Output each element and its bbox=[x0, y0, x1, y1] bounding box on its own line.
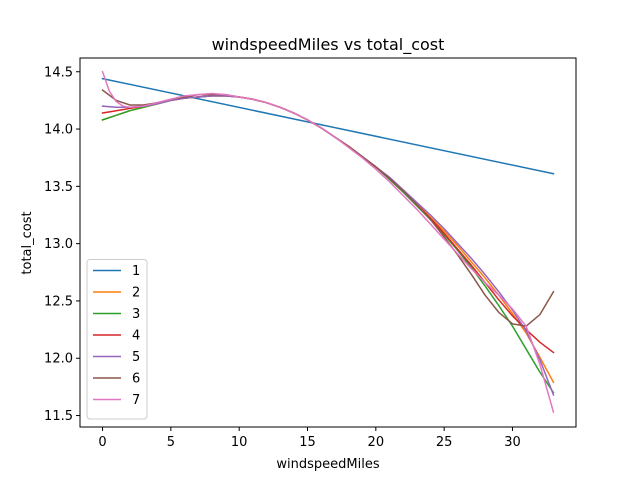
x-tick-label: 25 bbox=[436, 435, 453, 450]
y-tick-label: 13.5 bbox=[44, 180, 73, 195]
x-axis: 0 5 10 15 20 25 30 bbox=[98, 427, 521, 450]
x-axis-label: windspeedMiles bbox=[276, 457, 379, 472]
legend-label-1: 1 bbox=[132, 264, 140, 279]
y-tick-label: 14.0 bbox=[44, 123, 73, 138]
legend-box bbox=[86, 259, 148, 420]
y-tick-label: 14.5 bbox=[44, 65, 73, 80]
y-axis-label: total_cost bbox=[20, 211, 35, 274]
legend-label-5: 5 bbox=[132, 350, 140, 365]
chart-title: windspeedMiles vs total_cost bbox=[212, 35, 445, 55]
legend-label-4: 4 bbox=[132, 329, 140, 344]
x-tick-label: 10 bbox=[231, 435, 248, 450]
legend-label-2: 2 bbox=[132, 286, 140, 301]
legend: 1 2 3 4 5 6 7 bbox=[86, 259, 148, 420]
series-layer bbox=[101, 70, 555, 414]
x-tick-label: 20 bbox=[368, 435, 385, 450]
series-line-7 bbox=[101, 70, 555, 414]
x-tick-label: 0 bbox=[98, 435, 106, 450]
x-tick-label: 15 bbox=[299, 435, 316, 450]
y-tick-label: 13.0 bbox=[44, 237, 73, 252]
x-tick-label: 5 bbox=[167, 435, 175, 450]
legend-label-7: 7 bbox=[132, 393, 140, 408]
y-axis: 11.5 12.0 12.5 13.0 13.5 14.0 14.5 bbox=[44, 65, 80, 424]
y-tick-label: 11.5 bbox=[44, 409, 73, 424]
y-tick-label: 12.0 bbox=[44, 352, 73, 367]
plot-frame bbox=[79, 57, 577, 428]
legend-label-3: 3 bbox=[132, 307, 140, 322]
legend-label-6: 6 bbox=[132, 372, 140, 387]
x-tick-label: 30 bbox=[504, 435, 521, 450]
series-line-1 bbox=[101, 77, 555, 175]
y-tick-label: 12.5 bbox=[44, 294, 73, 309]
